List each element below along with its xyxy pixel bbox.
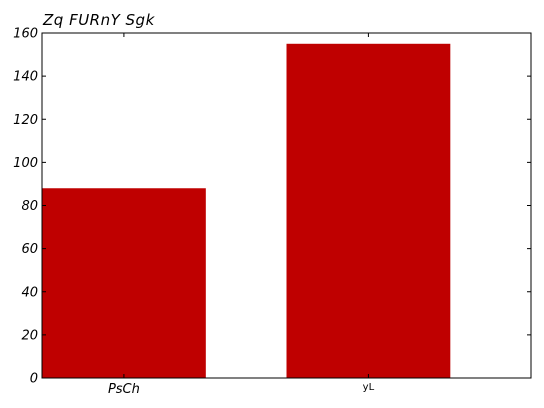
- y-tick-label: 100: [13, 156, 38, 171]
- y-tick-label: 0: [30, 372, 38, 387]
- bar-yl: [286, 43, 451, 378]
- x-category-label: yL: [363, 382, 375, 393]
- y-tick-label: 40: [21, 285, 38, 300]
- y-tick-label: 120: [13, 113, 38, 128]
- y-tick-label: 80: [21, 199, 38, 214]
- y-tick-label: 160: [13, 27, 38, 42]
- y-tick-label: 140: [13, 70, 38, 85]
- y-tick-label: 20: [21, 328, 38, 343]
- bar-psch: [42, 188, 206, 378]
- plot-area: 0 20 40 60 80 100 120 140 160 PsCh yL: [13, 27, 532, 397]
- y-tick-label: 60: [21, 242, 38, 257]
- x-category-label: PsCh: [108, 382, 140, 397]
- chart-title: Zq FURnY Sgk: [42, 11, 156, 29]
